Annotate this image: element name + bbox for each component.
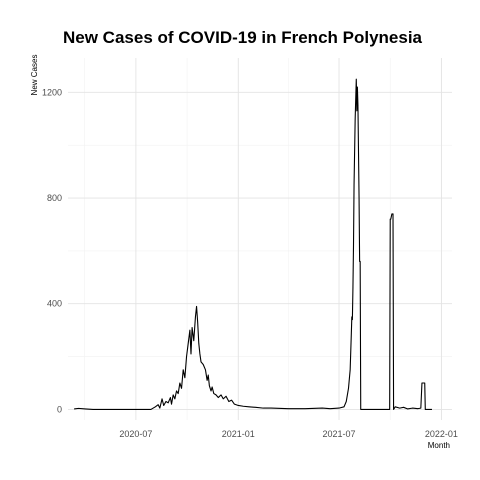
chart-title: New Cases of COVID-19 in French Polynesi… [63, 28, 423, 47]
x-tick-labels: 2020-07 2021-01 2021-07 2022-01 [119, 429, 458, 439]
y-axis-label: New Cases [30, 55, 39, 96]
series-layer [74, 78, 432, 410]
series-line-new-cases [74, 78, 432, 410]
y-tick-label: 0 [57, 404, 62, 414]
minor-gridlines-y [68, 144, 452, 357]
y-tick-label: 1200 [42, 87, 62, 97]
y-tick-label: 800 [47, 193, 62, 203]
major-gridlines-x [135, 58, 442, 420]
x-tick-label: 2021-01 [222, 429, 255, 439]
x-tick-label: 2021-07 [323, 429, 356, 439]
x-axis-label: Month [428, 441, 450, 450]
x-tick-label: 2022-01 [425, 429, 458, 439]
y-tick-label: 400 [47, 299, 62, 309]
y-tick-labels: 0 400 800 1200 [42, 87, 62, 414]
x-tick-label: 2020-07 [119, 429, 152, 439]
